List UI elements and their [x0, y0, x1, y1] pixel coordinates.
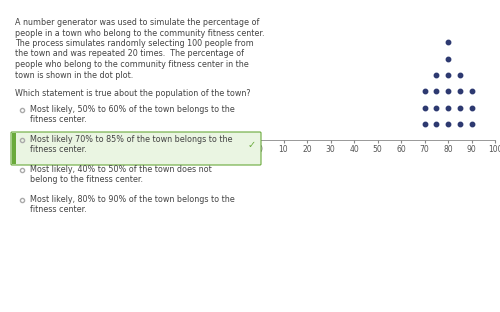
Text: Most likely, 40% to 50% of the town does not: Most likely, 40% to 50% of the town does…	[30, 165, 212, 174]
Text: fitness center.: fitness center.	[30, 145, 87, 154]
Text: fitness center.: fitness center.	[30, 115, 87, 124]
FancyBboxPatch shape	[11, 132, 261, 165]
FancyBboxPatch shape	[12, 133, 16, 164]
Text: Which statement is true about the population of the town?: Which statement is true about the popula…	[15, 89, 250, 98]
Text: Most likely 70% to 85% of the town belongs to the: Most likely 70% to 85% of the town belon…	[30, 135, 232, 144]
Text: people who belong to the community fitness center in the: people who belong to the community fitne…	[15, 60, 249, 69]
Text: fitness center.: fitness center.	[30, 206, 87, 215]
Text: ✓: ✓	[248, 140, 256, 150]
Text: town is shown in the dot plot.: town is shown in the dot plot.	[15, 71, 133, 80]
Text: belong to the fitness center.: belong to the fitness center.	[30, 175, 143, 184]
Text: the town and was repeated 20 times.  The percentage of: the town and was repeated 20 times. The …	[15, 50, 244, 59]
Text: Most likely, 50% to 60% of the town belongs to the: Most likely, 50% to 60% of the town belo…	[30, 105, 235, 114]
Text: Most likely, 80% to 90% of the town belongs to the: Most likely, 80% to 90% of the town belo…	[30, 195, 235, 204]
Text: The process simulates randomly selecting 100 people from: The process simulates randomly selecting…	[15, 39, 254, 48]
Text: A number generator was used to simulate the percentage of: A number generator was used to simulate …	[15, 18, 260, 27]
Text: people in a town who belong to the community fitness center.: people in a town who belong to the commu…	[15, 28, 264, 37]
